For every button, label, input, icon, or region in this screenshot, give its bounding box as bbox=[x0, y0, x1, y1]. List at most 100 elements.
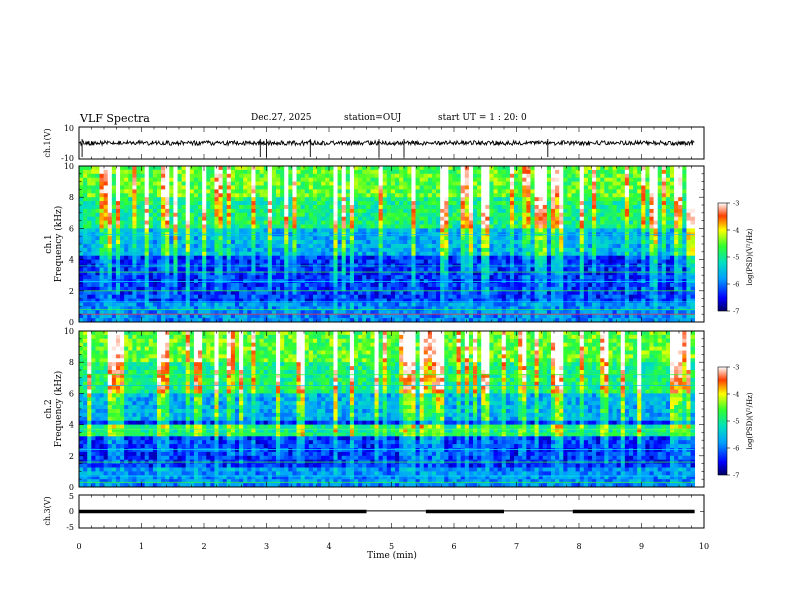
spectrogram-cell bbox=[386, 259, 392, 264]
spectrogram-cell bbox=[284, 220, 289, 225]
spectrogram-cell bbox=[431, 216, 437, 221]
spectrogram-cell bbox=[690, 185, 696, 190]
spectrogram-cell bbox=[230, 275, 236, 280]
spectrogram-cell bbox=[587, 240, 593, 245]
spectrogram-cell bbox=[185, 275, 191, 280]
spectrogram-cell bbox=[83, 275, 88, 280]
spectrogram-cell bbox=[218, 181, 224, 186]
spectrogram-cell bbox=[514, 185, 519, 190]
spectrogram-cell bbox=[407, 283, 412, 288]
spectrogram-cell bbox=[514, 193, 519, 198]
spectrogram-cell bbox=[485, 205, 490, 210]
spectrogram-cell bbox=[156, 181, 162, 186]
spectrogram-cell bbox=[555, 286, 560, 292]
spectrogram-cell bbox=[596, 189, 601, 194]
spectrogram-cell bbox=[136, 197, 141, 202]
spectrogram-cell bbox=[444, 247, 449, 253]
spectrogram-cell bbox=[251, 271, 256, 276]
spectrogram-cell bbox=[559, 247, 564, 253]
spectrogram-cell bbox=[312, 283, 318, 288]
spectrogram-cell bbox=[280, 240, 285, 245]
spectrogram-cell bbox=[526, 173, 531, 179]
spectrogram-cell bbox=[399, 271, 404, 276]
spectrogram-cell bbox=[79, 208, 84, 214]
spectrogram-cell bbox=[620, 236, 626, 241]
spectrogram-cell bbox=[395, 216, 400, 221]
spectrogram-cell bbox=[296, 275, 302, 280]
spectrogram-cell bbox=[399, 224, 404, 229]
spectrogram-cell bbox=[366, 212, 371, 218]
spectrogram-cell bbox=[665, 177, 671, 182]
spectrogram-cell bbox=[399, 208, 404, 214]
spectrogram-cell bbox=[99, 216, 105, 221]
spectrogram-cell bbox=[493, 267, 499, 272]
spectrogram-cell bbox=[456, 244, 462, 249]
spectrogram-cell bbox=[579, 240, 585, 245]
spectrogram-cell bbox=[489, 173, 494, 179]
spectrogram-cell bbox=[399, 173, 404, 179]
spectrogram-cell bbox=[678, 236, 683, 241]
spectrogram-cell bbox=[374, 247, 379, 253]
spectrogram-cell bbox=[407, 185, 412, 190]
spectrogram-cell bbox=[546, 267, 552, 272]
spectrogram-cell bbox=[530, 271, 535, 276]
spectrogram-cell bbox=[509, 181, 515, 186]
spectrogram-cell bbox=[226, 208, 232, 214]
spectrogram-cell bbox=[247, 275, 252, 280]
spectrogram-cell bbox=[144, 189, 150, 194]
spectrogram-cell bbox=[161, 166, 166, 171]
spectrogram-cell bbox=[308, 169, 314, 175]
spectrogram-cell bbox=[362, 185, 367, 190]
spectrogram-cell bbox=[468, 275, 474, 280]
spectrogram-cell bbox=[546, 185, 552, 190]
spectrogram-cell bbox=[563, 247, 568, 253]
spectrogram-cell bbox=[193, 283, 199, 288]
spectrogram-cell bbox=[251, 201, 256, 206]
spectrogram-cell bbox=[366, 267, 371, 272]
spectrogram-cell bbox=[440, 193, 445, 198]
spectrogram-cell bbox=[501, 201, 507, 206]
spectrogram-cell bbox=[493, 286, 499, 292]
spectrogram-cell bbox=[161, 251, 166, 257]
spectrogram-cell bbox=[563, 267, 568, 272]
spectrogram-cell bbox=[292, 216, 297, 221]
spectrogram-cell bbox=[226, 177, 232, 182]
spectrogram-cell bbox=[460, 208, 466, 214]
spectrogram-cell bbox=[604, 259, 609, 264]
spectrogram-cell bbox=[259, 212, 265, 218]
spectrogram-cell bbox=[444, 244, 449, 249]
spectrogram-cell bbox=[370, 197, 375, 202]
spectrogram-cell bbox=[571, 236, 576, 241]
spectrogram-cell bbox=[505, 247, 511, 253]
spectrogram-cell bbox=[308, 283, 314, 288]
spectrogram-cell bbox=[177, 244, 182, 249]
spectrogram-cell bbox=[173, 193, 178, 198]
spectrogram-cell bbox=[468, 220, 474, 225]
spectrogram-cell bbox=[198, 205, 203, 210]
spectrogram-cell bbox=[489, 189, 494, 194]
spectrogram-cell bbox=[407, 193, 412, 198]
spectrogram-cell bbox=[464, 236, 470, 241]
spectrogram-cell bbox=[616, 220, 622, 225]
spectrogram-cell bbox=[169, 181, 174, 186]
spectrogram-cell bbox=[587, 173, 593, 179]
spectrogram-cell bbox=[271, 224, 277, 229]
spectrogram-cell bbox=[374, 271, 379, 276]
spectrogram-cell bbox=[79, 236, 84, 241]
spectrogram-cell bbox=[514, 236, 519, 241]
spectrogram-cell bbox=[645, 236, 650, 241]
spectrogram-cell bbox=[210, 212, 215, 218]
spectrogram-cell bbox=[509, 169, 515, 175]
spectrogram-cell bbox=[464, 193, 470, 198]
spectrogram-cell bbox=[230, 169, 236, 175]
spectrogram-cell bbox=[386, 173, 392, 179]
spectrogram-cell bbox=[284, 166, 289, 171]
spectrogram-cell bbox=[292, 197, 297, 202]
spectrogram-cell bbox=[128, 244, 133, 249]
spectrogram-cell bbox=[386, 166, 392, 171]
spectrogram-cell bbox=[276, 283, 281, 288]
spectrogram-cell bbox=[678, 173, 683, 179]
spectrogram-cell bbox=[87, 166, 92, 171]
spectrogram-cell bbox=[214, 290, 219, 296]
spectrogram-cell bbox=[596, 283, 601, 288]
